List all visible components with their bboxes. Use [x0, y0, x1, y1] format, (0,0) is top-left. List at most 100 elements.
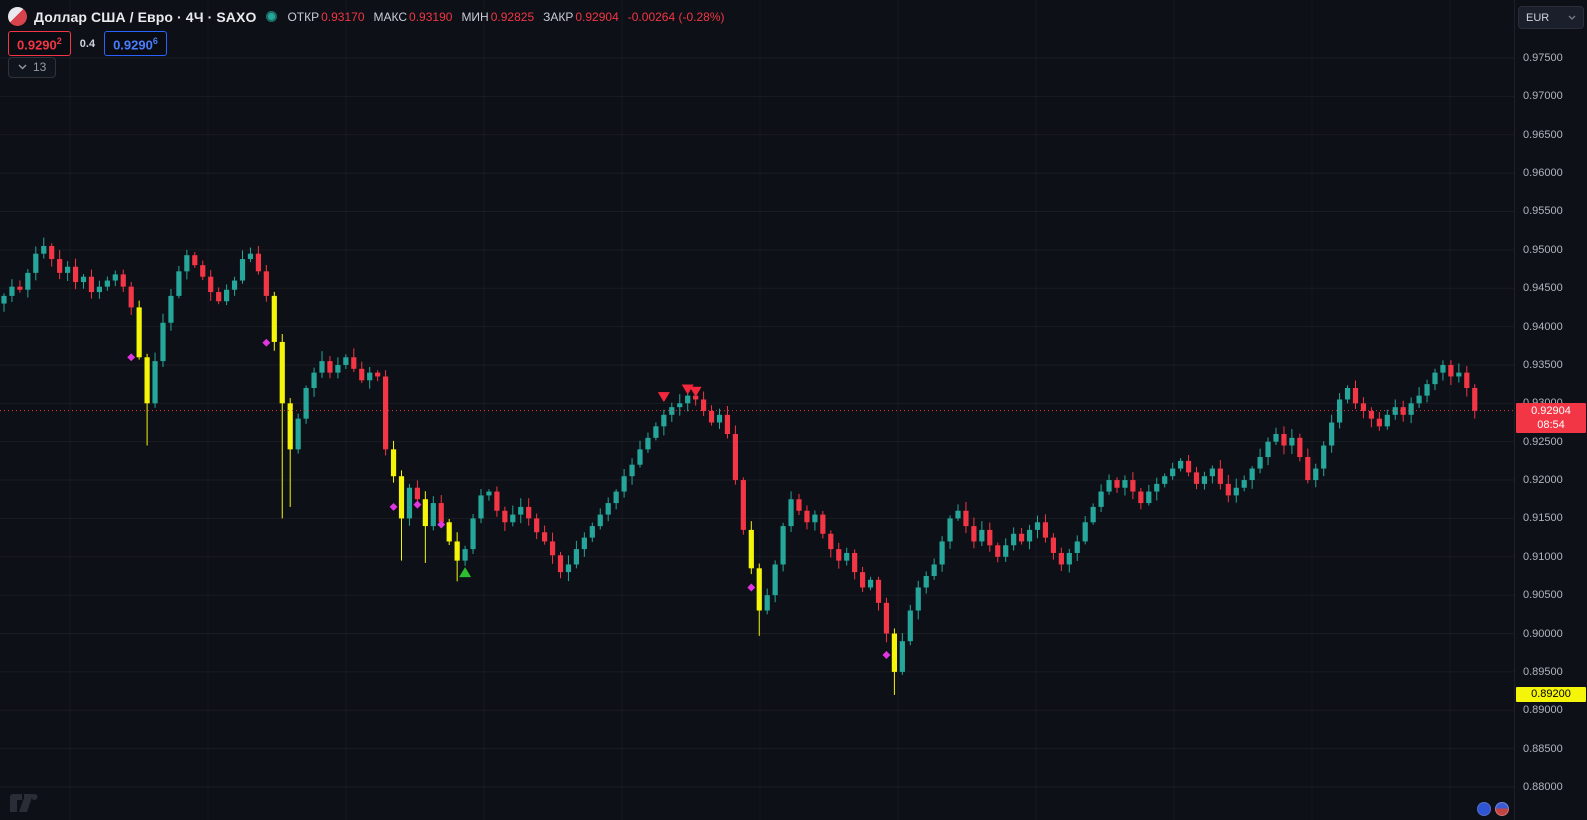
candlestick — [398, 476, 405, 519]
candlestick — [677, 403, 683, 408]
candlestick — [1130, 480, 1136, 492]
candlestick — [979, 529, 985, 542]
candlestick — [1050, 537, 1056, 553]
last-price-label: 0.92904 08:54 — [1516, 402, 1586, 433]
candlestick — [661, 414, 667, 427]
candlestick — [367, 372, 373, 381]
candlestick — [104, 280, 110, 287]
candlestick — [1225, 483, 1231, 496]
chart-legend: Доллар США / Евро · 4Ч · SAXO ОТКР 0.9317… — [8, 7, 725, 26]
candlestick — [1400, 407, 1406, 415]
axis-price-label: 0.90500 — [1523, 589, 1563, 602]
candlestick — [9, 286, 15, 296]
flag-icon[interactable] — [1477, 802, 1491, 816]
low-label: МИН — [461, 9, 489, 24]
candlestick — [1392, 407, 1398, 415]
axis-price-label: 0.94000 — [1523, 320, 1563, 333]
candlestick — [669, 407, 675, 415]
candlestick — [359, 368, 365, 381]
candlestick — [351, 357, 357, 369]
candlestick — [1305, 457, 1311, 481]
flag-icon[interactable] — [1495, 802, 1509, 816]
candlestick — [208, 276, 214, 293]
candlestick — [788, 499, 794, 527]
candlestick — [701, 399, 707, 411]
candlestick — [287, 403, 293, 450]
candlestick — [1360, 403, 1367, 411]
candlestick — [867, 579, 874, 588]
candlestick — [510, 514, 516, 523]
candlestick — [685, 395, 691, 404]
candlestick — [1, 295, 7, 304]
candlestick — [542, 532, 548, 542]
candlestick — [1329, 422, 1335, 446]
indicators-collapse-toggle[interactable]: 13 — [8, 57, 57, 78]
candlestick — [216, 292, 222, 302]
candlestick — [939, 541, 945, 565]
candlestick — [581, 537, 587, 550]
candlestick — [1011, 533, 1017, 546]
close-value: 0.92904 — [575, 9, 619, 24]
candlestick — [1257, 457, 1263, 469]
high-value: 0.93190 — [409, 9, 453, 24]
candlestick — [311, 372, 317, 388]
candlestick — [613, 491, 619, 504]
market-status-icon[interactable] — [266, 11, 278, 22]
signal-dot-icon — [262, 338, 271, 347]
candlestick — [1368, 410, 1374, 419]
price-axis[interactable]: EUR 0.97500 0.97000 0.96500 0.96000 0.95500 0… — [1514, 0, 1587, 820]
candlestick — [1066, 552, 1072, 565]
candlestick — [112, 274, 118, 281]
candlestick — [128, 286, 134, 308]
candlestick — [796, 499, 802, 511]
candlestick — [335, 364, 341, 373]
candlestick — [462, 549, 468, 561]
candlestick — [17, 286, 23, 290]
ask-button[interactable]: 0.92906 — [104, 31, 167, 57]
axis-price-label: 0.93500 — [1523, 358, 1563, 371]
candlestick — [65, 266, 71, 273]
candlestick — [804, 510, 810, 523]
candlestick — [1464, 372, 1470, 388]
candlestick — [57, 259, 63, 273]
candlestick — [557, 555, 564, 573]
quote-row: 0.92902 0.4 0.92906 — [8, 31, 167, 57]
candlestick — [724, 414, 731, 435]
candlestick — [1114, 480, 1120, 488]
candlestick — [80, 276, 87, 283]
currency-selector[interactable]: EUR — [1518, 6, 1584, 29]
candlestick-chart[interactable] — [0, 0, 1515, 820]
candlestick — [915, 587, 921, 611]
tradingview-logo[interactable] — [10, 794, 40, 812]
candlestick — [319, 361, 325, 373]
candlestick — [406, 487, 413, 519]
change-value: -0.00264 (-0.28%) — [627, 9, 725, 24]
candlestick — [549, 541, 556, 556]
candlestick — [1265, 441, 1271, 458]
candlestick — [812, 514, 818, 523]
signal-dot-icon — [747, 583, 756, 592]
close-label: ЗАКР — [543, 9, 574, 24]
candlestick — [96, 286, 102, 293]
last-price-value: 0.92904 — [1531, 404, 1571, 417]
candlestick — [1384, 414, 1390, 427]
symbol-title[interactable]: Доллар США / Евро · 4Ч · SAXO — [34, 8, 257, 25]
candlestick — [446, 522, 452, 542]
candlestick — [1074, 541, 1080, 553]
candlestick — [88, 276, 95, 293]
candlestick — [1185, 460, 1192, 473]
candlestick — [1178, 460, 1184, 469]
candlestick — [430, 503, 436, 527]
candlestick — [414, 487, 420, 500]
bid-button[interactable]: 0.92902 — [8, 31, 71, 57]
candlestick — [136, 307, 142, 358]
candlestick — [454, 541, 460, 561]
candlestick — [192, 255, 198, 266]
candlestick — [1138, 491, 1144, 504]
candlestick — [1424, 384, 1430, 396]
candlestick — [740, 480, 746, 530]
candlestick — [33, 253, 39, 273]
candlestick — [438, 503, 444, 523]
axis-price-label: 0.92000 — [1523, 474, 1563, 487]
